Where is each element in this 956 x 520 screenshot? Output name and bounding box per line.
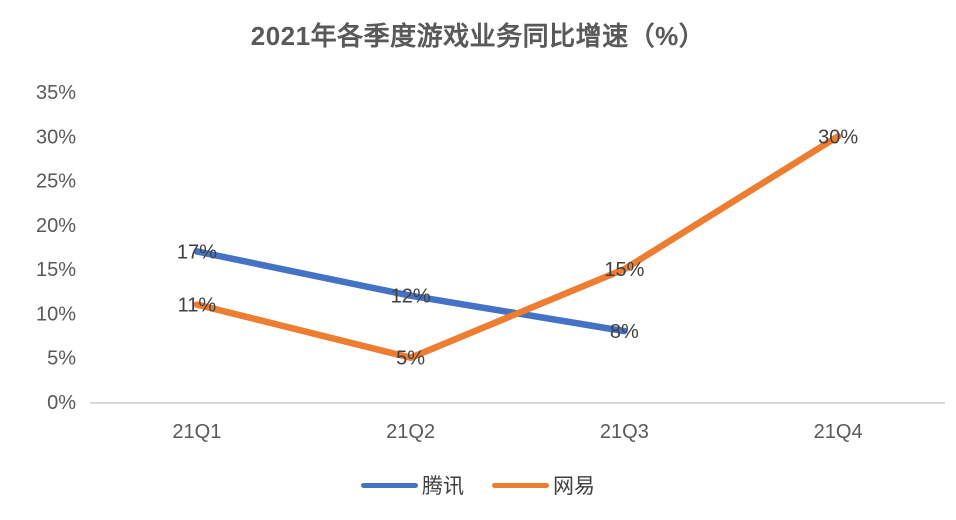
x-tick-label: 21Q2: [386, 421, 435, 443]
y-tick-label: 10%: [36, 303, 76, 325]
legend-line-swatch: [361, 482, 418, 488]
series-line-腾讯: [193, 248, 628, 335]
series-line-网易: [193, 133, 842, 361]
x-tick-label: 21Q4: [814, 421, 863, 443]
legend: 腾讯 网易: [0, 470, 956, 500]
y-tick-label: 0%: [47, 392, 76, 414]
data-label: 15%: [604, 259, 644, 281]
y-tick-label: 20%: [36, 215, 76, 237]
data-label: 17%: [177, 241, 217, 263]
data-label: 30%: [818, 126, 858, 148]
legend-item-腾讯: 腾讯: [361, 470, 464, 500]
data-label: 8%: [610, 321, 639, 343]
legend-line-swatch: [492, 482, 549, 488]
data-label: 12%: [391, 286, 431, 308]
y-tick-label: 35%: [36, 82, 76, 104]
legend-label: 网易: [553, 475, 595, 498]
data-label: 11%: [178, 295, 217, 317]
legend-label: 腾讯: [422, 475, 464, 498]
chart-title: 2021年各季度游戏业务同比增速（%）: [250, 21, 706, 51]
legend-item-网易: 网易: [492, 470, 595, 500]
data-label: 5%: [396, 348, 425, 370]
y-tick-label: 15%: [36, 259, 76, 281]
x-tick-label: 21Q1: [172, 421, 221, 443]
y-tick-label: 5%: [47, 348, 76, 370]
y-tick-label: 30%: [36, 126, 76, 148]
y-tick-label: 25%: [36, 171, 76, 193]
x-tick-label: 21Q3: [600, 421, 649, 443]
